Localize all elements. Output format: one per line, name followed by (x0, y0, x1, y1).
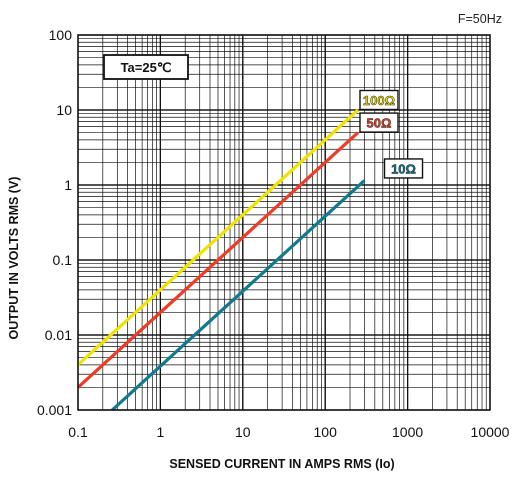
y-tick-labels: 0.001 0.01 0.1 1 10 100 (37, 27, 72, 418)
y-tick-label: 10 (56, 102, 72, 118)
series-lines (76, 108, 366, 412)
annotation-box (103, 54, 189, 80)
series-line (111, 179, 366, 412)
x-tick-label: 10 (235, 424, 251, 440)
y-tick-label: 100 (49, 27, 73, 43)
x-tick-labels: 0.1 1 10 100 1000 10000 (68, 424, 509, 440)
series-label-box (359, 112, 399, 133)
x-tick-label: 0.1 (68, 424, 88, 440)
y-tick-label: 0.1 (53, 252, 73, 268)
frequency-note: F=50Hz (458, 12, 502, 26)
y-axis-title: OUTPUT IN VOLTS RMS (V) (7, 177, 21, 340)
x-tick-label: 1 (157, 424, 165, 440)
grid (77, 34, 491, 411)
series-labels: 100Ω 50Ω 10Ω (359, 89, 424, 179)
x-axis-title: SENSED CURRENT IN AMPS RMS (Io) (169, 457, 394, 471)
y-tick-label: 1 (64, 177, 72, 193)
x-tick-label: 1000 (392, 424, 423, 440)
annotation-text: Ta=25℃ (121, 60, 172, 75)
series-line (76, 108, 360, 367)
series-label: 10Ω (391, 161, 416, 176)
x-tick-label: 100 (314, 424, 338, 440)
series-label: 50Ω (367, 116, 392, 131)
series-label-box (383, 158, 424, 179)
series-label: 100Ω (363, 93, 395, 108)
series-label-box (359, 89, 399, 111)
y-tick-label: 0.001 (37, 402, 72, 418)
y-tick-label: 0.01 (45, 327, 72, 343)
x-tick-label: 10000 (471, 424, 510, 440)
condition-annotation: Ta=25℃ (103, 54, 189, 80)
series-line (76, 131, 360, 389)
plot-frame (77, 34, 491, 411)
